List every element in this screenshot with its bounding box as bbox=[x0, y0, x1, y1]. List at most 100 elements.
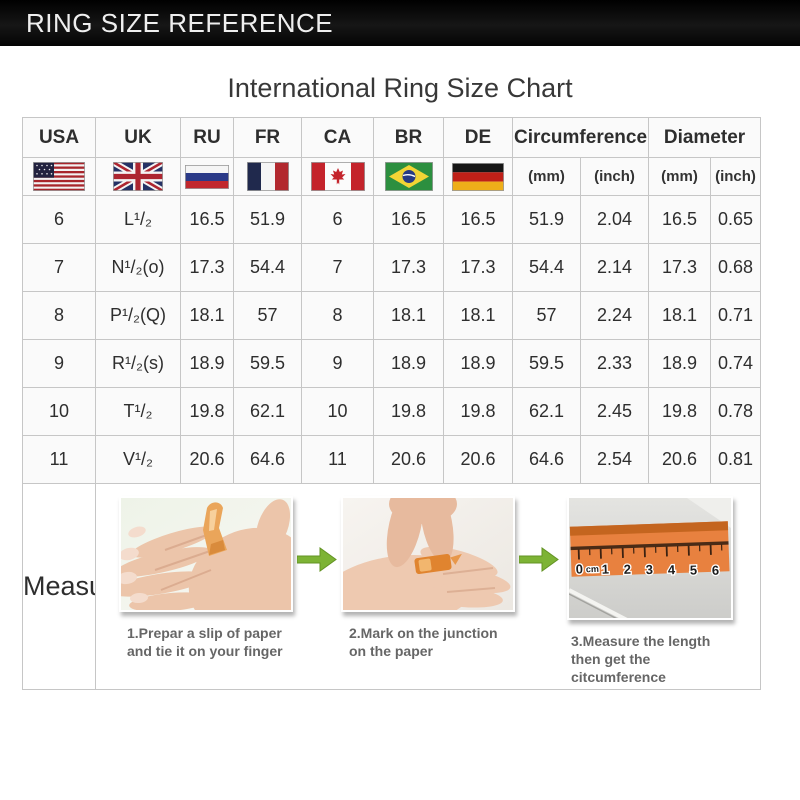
cell-ca: 9 bbox=[301, 339, 374, 388]
cell-dia-mm: 17.3 bbox=[648, 243, 711, 292]
cell-uk: P¹/₂(Q) bbox=[95, 291, 181, 340]
col-header-br: BR bbox=[373, 117, 444, 158]
measure-step-1: 1.Prepar a slip of paper and tie it on y… bbox=[109, 496, 310, 661]
germany-flag-icon bbox=[452, 162, 504, 191]
cell-fr: 64.6 bbox=[233, 435, 302, 484]
ruler-label-4: 4 bbox=[668, 562, 677, 577]
circumference-mm-unit: (mm) bbox=[512, 157, 581, 196]
col-header-usa: USA bbox=[22, 117, 96, 158]
cell-dia-mm: 16.5 bbox=[648, 195, 711, 244]
measure-step-3: 0 cm 1 2 3 4 5 6 bbox=[561, 496, 739, 687]
france-flag-icon bbox=[246, 162, 289, 191]
table-row-size-8: 8 P¹/₂(Q) 18.1 57 8 18.1 18.1 57 2.24 18… bbox=[22, 291, 762, 340]
cell-dia-mm: 18.9 bbox=[648, 339, 711, 388]
cell-uk: R¹/₂(s) bbox=[95, 339, 181, 388]
step3-caption: 3.Measure the length then get the citcum… bbox=[571, 633, 711, 685]
russia-flag-cell bbox=[180, 157, 234, 196]
cell-fr: 51.9 bbox=[233, 195, 302, 244]
france-flag-cell bbox=[233, 157, 302, 196]
ruler-label-3: 3 bbox=[646, 562, 654, 577]
col-header-uk: UK bbox=[95, 117, 181, 158]
ring-size-table: USA UK RU FR CA BR DE Circumference Diam… bbox=[22, 117, 762, 690]
cell-usa: 6 bbox=[22, 195, 96, 244]
germany-flag-cell bbox=[443, 157, 513, 196]
col-header-circumference: Circumference bbox=[512, 117, 649, 158]
cell-ru: 19.8 bbox=[180, 387, 234, 436]
cell-ca: 8 bbox=[301, 291, 374, 340]
cell-circ-mm: 64.6 bbox=[512, 435, 581, 484]
diameter-inch-unit: (inch) bbox=[709, 157, 762, 196]
cell-circ-inch: 2.14 bbox=[580, 243, 649, 292]
step3-photo-ruler-measure-image: 0 cm 1 2 3 4 5 6 bbox=[567, 496, 733, 625]
cell-br: 16.5 bbox=[373, 195, 444, 244]
page-title: International Ring Size Chart bbox=[227, 73, 573, 103]
measure-step-2: 2.Mark on the junction on the paper bbox=[320, 484, 517, 661]
table-header-row: USA UK RU FR CA BR DE Circumference Diam… bbox=[22, 117, 762, 158]
canada-flag-cell bbox=[301, 157, 374, 196]
cell-de: 18.1 bbox=[443, 291, 513, 340]
cell-fr: 59.5 bbox=[233, 339, 302, 388]
cell-circ-inch: 2.24 bbox=[580, 291, 649, 340]
cell-uk: N¹/₂(o) bbox=[95, 243, 181, 292]
cell-circ-inch: 2.33 bbox=[580, 339, 649, 388]
step2-photo-mark-junction-image bbox=[320, 484, 515, 630]
cell-ru: 18.1 bbox=[180, 291, 234, 340]
cell-fr: 57 bbox=[233, 291, 302, 340]
step1-photo-tie-paper-on-finger-image bbox=[109, 496, 310, 633]
cell-de: 16.5 bbox=[443, 195, 513, 244]
cell-de: 20.6 bbox=[443, 435, 513, 484]
table-row-size-11: 11 V¹/₂ 20.6 64.6 11 20.6 20.6 64.6 2.54… bbox=[22, 435, 762, 484]
cell-dia-inch: 0.65 bbox=[709, 195, 762, 244]
brazil-flag-icon bbox=[384, 162, 433, 191]
cell-ru: 16.5 bbox=[180, 195, 234, 244]
uk-flag-cell bbox=[95, 157, 181, 196]
cell-dia-inch: 0.68 bbox=[709, 243, 762, 292]
cell-ca: 6 bbox=[301, 195, 374, 244]
cell-br: 19.8 bbox=[373, 387, 444, 436]
green-arrow-icon bbox=[295, 546, 339, 573]
circumference-inch-unit: (inch) bbox=[580, 157, 649, 196]
cell-circ-mm: 54.4 bbox=[512, 243, 581, 292]
measure-instructions-cell: 1.Prepar a slip of paper and tie it on y… bbox=[94, 483, 762, 690]
usa-flag-icon bbox=[33, 162, 85, 191]
banner-title: RING SIZE REFERENCE bbox=[26, 7, 334, 38]
ruler-label-2: 2 bbox=[624, 562, 632, 577]
cell-uk: V¹/₂ bbox=[95, 435, 181, 484]
russia-flag-icon bbox=[185, 164, 229, 189]
cell-usa: 7 bbox=[22, 243, 96, 292]
cell-usa: 11 bbox=[22, 435, 96, 484]
step2-caption: 2.Mark on the junction on the paper bbox=[349, 625, 498, 660]
cell-dia-inch: 0.78 bbox=[709, 387, 762, 436]
col-header-diameter: Diameter bbox=[647, 117, 762, 158]
table-row-size-7: 7 N¹/₂(o) 17.3 54.4 7 17.3 17.3 54.4 2.1… bbox=[22, 243, 762, 292]
cell-usa: 8 bbox=[22, 291, 96, 340]
cell-ru: 17.3 bbox=[180, 243, 234, 292]
cell-circ-inch: 2.54 bbox=[580, 435, 649, 484]
uk-flag-icon bbox=[113, 162, 163, 191]
cell-circ-inch: 2.45 bbox=[580, 387, 649, 436]
cell-br: 18.9 bbox=[373, 339, 444, 388]
col-header-ru: RU bbox=[180, 117, 234, 158]
cell-ca: 7 bbox=[301, 243, 374, 292]
brazil-flag-cell bbox=[373, 157, 444, 196]
step1-caption: 1.Prepar a slip of paper and tie it on y… bbox=[127, 625, 283, 660]
top-banner: RING SIZE REFERENCE bbox=[0, 0, 800, 46]
ruler-label-0: 0 bbox=[575, 561, 583, 576]
col-header-ca: CA bbox=[301, 117, 374, 158]
cell-usa: 10 bbox=[22, 387, 96, 436]
cell-fr: 62.1 bbox=[233, 387, 302, 436]
cell-circ-mm: 59.5 bbox=[512, 339, 581, 388]
cell-br: 20.6 bbox=[373, 435, 444, 484]
flag-row: (mm) (inch) (mm) (inch) bbox=[22, 157, 762, 196]
ruler-label-1: 1 bbox=[601, 562, 609, 577]
cell-circ-inch: 2.04 bbox=[580, 195, 649, 244]
canada-flag-icon bbox=[310, 162, 365, 191]
cell-dia-mm: 18.1 bbox=[648, 291, 711, 340]
cell-de: 18.9 bbox=[443, 339, 513, 388]
cell-dia-inch: 0.81 bbox=[709, 435, 762, 484]
cell-dia-inch: 0.71 bbox=[709, 291, 762, 340]
table-row-size-9: 9 R¹/₂(s) 18.9 59.5 9 18.9 18.9 59.5 2.3… bbox=[22, 339, 762, 388]
cell-de: 19.8 bbox=[443, 387, 513, 436]
cell-fr: 54.4 bbox=[233, 243, 302, 292]
cell-uk: T¹/₂ bbox=[95, 387, 181, 436]
